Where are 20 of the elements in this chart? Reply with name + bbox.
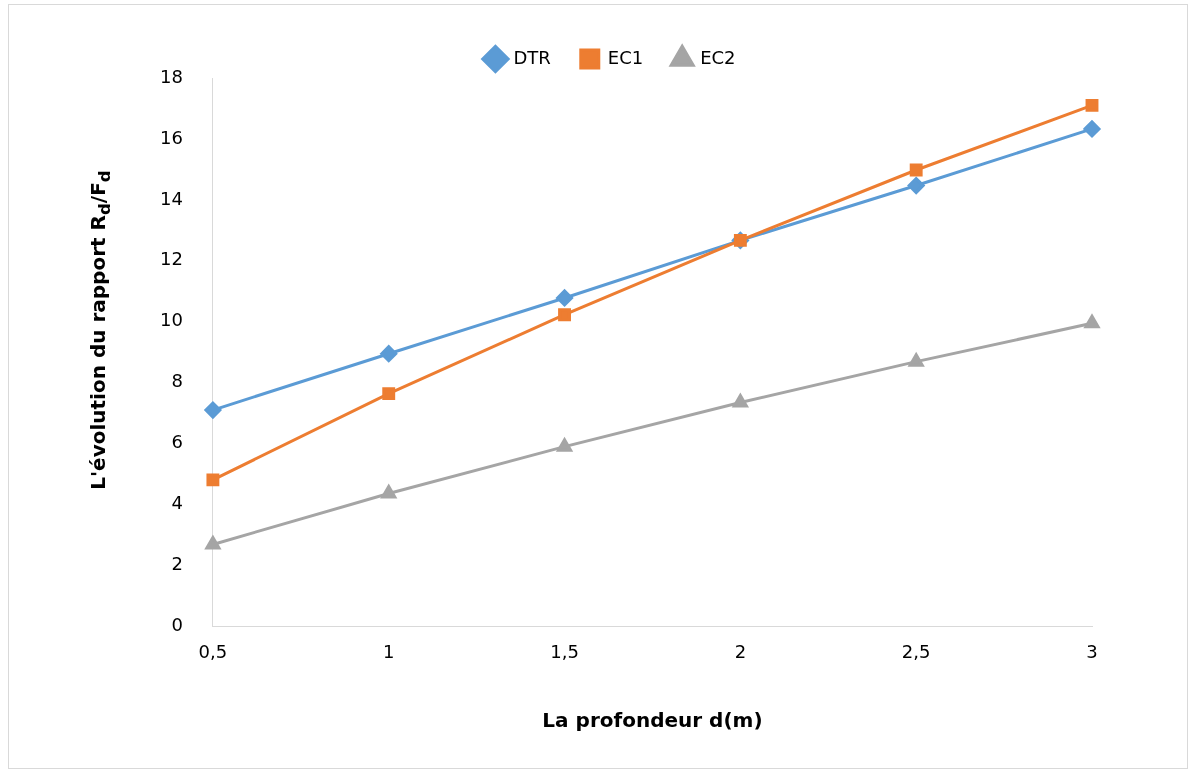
y-tick-label: 0 — [171, 614, 183, 636]
legend-label: EC2 — [700, 46, 736, 68]
x-axis-title: La profondeur d(m) — [542, 708, 763, 733]
y-tick-label: 14 — [160, 187, 183, 209]
y-tick-label: 4 — [171, 492, 183, 514]
x-tick-label: 1,5 — [550, 640, 579, 662]
y-tick-label: 18 — [160, 65, 183, 87]
x-tick-label: 2 — [734, 640, 747, 662]
legend-label: EC1 — [607, 46, 644, 68]
y-tick-label: 8 — [171, 370, 183, 392]
x-tick-label: 2,5 — [901, 640, 931, 662]
x-tick-label: 1 — [383, 640, 395, 662]
y-tick-label: 10 — [160, 309, 183, 331]
x-tick-label: 0,5 — [198, 640, 228, 662]
y-tick-label: 16 — [160, 126, 183, 148]
y-tick-label: 2 — [171, 553, 183, 575]
y-tick-label: 12 — [160, 248, 183, 270]
legend-label: DTR — [513, 46, 551, 68]
y-tick-label: 6 — [171, 431, 183, 453]
x-tick-label: 3 — [1086, 640, 1098, 662]
